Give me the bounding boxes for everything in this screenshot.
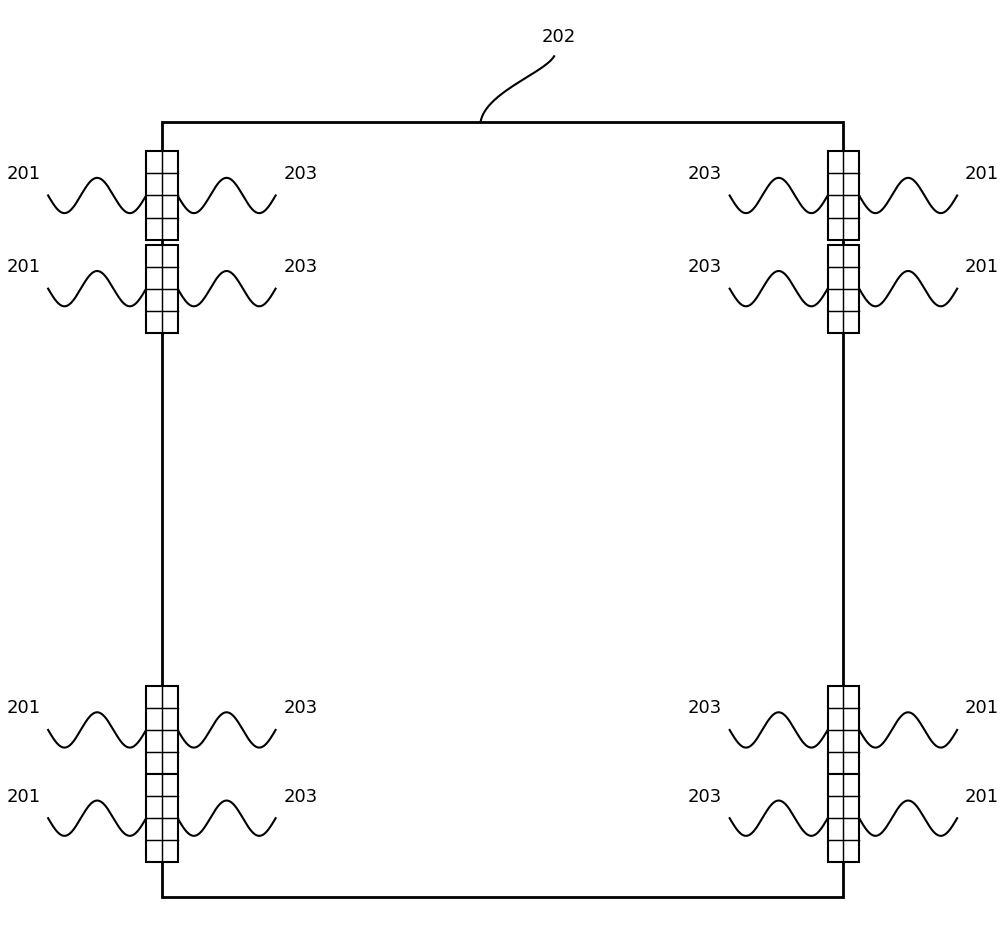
Bar — [146, 152, 178, 240]
Text: 203: 203 — [283, 259, 318, 277]
Text: 201: 201 — [6, 700, 40, 718]
Bar — [162, 122, 843, 897]
Text: 203: 203 — [283, 700, 318, 718]
Text: 203: 203 — [283, 165, 318, 183]
Text: 201: 201 — [965, 259, 999, 277]
Text: 203: 203 — [283, 788, 318, 806]
Bar — [828, 686, 859, 774]
Bar — [146, 686, 178, 774]
Bar — [828, 244, 859, 332]
Text: 201: 201 — [965, 700, 999, 718]
Bar — [146, 774, 178, 863]
Text: 201: 201 — [6, 788, 40, 806]
Bar — [146, 244, 178, 332]
Text: 202: 202 — [542, 27, 576, 45]
Text: 201: 201 — [6, 259, 40, 277]
Bar — [828, 152, 859, 240]
Bar — [828, 774, 859, 863]
Text: 203: 203 — [688, 788, 722, 806]
Text: 203: 203 — [688, 700, 722, 718]
Text: 201: 201 — [6, 165, 40, 183]
Text: 203: 203 — [688, 259, 722, 277]
Text: 203: 203 — [688, 165, 722, 183]
Text: 201: 201 — [965, 165, 999, 183]
Text: 201: 201 — [965, 788, 999, 806]
